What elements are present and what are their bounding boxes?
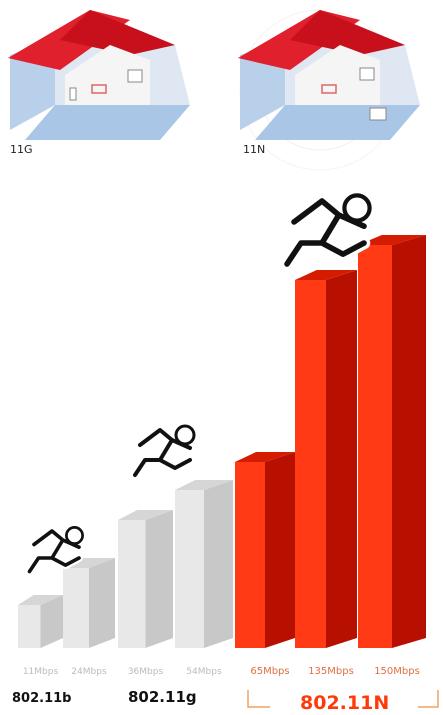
- speed-label: 24Mbps: [71, 667, 107, 677]
- house-11n: [238, 9, 420, 171]
- bar: [358, 235, 426, 648]
- bar: [18, 595, 63, 648]
- scene-label: 11N: [243, 143, 265, 156]
- bar: [118, 510, 173, 648]
- scene-label: 11G: [10, 143, 33, 156]
- bar-side: [265, 452, 295, 648]
- speed-label: 36Mbps: [128, 667, 164, 677]
- runner-head: [342, 193, 372, 223]
- bar: [295, 270, 357, 648]
- bar-side: [204, 480, 233, 648]
- speed-label: 135Mbps: [308, 666, 354, 677]
- speed-label: 54Mbps: [186, 667, 222, 677]
- bar-side: [326, 270, 357, 648]
- bar-top: [358, 235, 426, 245]
- bracket: [247, 690, 439, 708]
- bar-top: [63, 558, 115, 568]
- bar: [63, 558, 115, 648]
- standard-label: 802.11g: [128, 688, 197, 706]
- standard-label: 802.11N: [300, 692, 389, 714]
- bar-front: [235, 462, 265, 648]
- bar-front: [18, 605, 41, 648]
- speed-label: 65Mbps: [250, 666, 289, 677]
- bar-front: [118, 520, 146, 648]
- runner-body: [133, 428, 192, 477]
- bar-front: [63, 568, 89, 648]
- runner-icon: [25, 526, 84, 576]
- bar: [175, 480, 233, 648]
- runner-body: [27, 529, 81, 574]
- bar-top: [175, 480, 233, 490]
- runner-icon: [280, 193, 372, 271]
- speed-label: 150Mbps: [374, 666, 420, 677]
- bar-front: [358, 245, 392, 648]
- bar-front: [295, 280, 326, 648]
- bar-side: [89, 558, 115, 648]
- bar-side: [40, 595, 63, 648]
- speed-label: 11Mbps: [23, 667, 59, 677]
- house-11g: [8, 10, 190, 140]
- standard-label: 802.11b: [12, 691, 71, 706]
- bar-top: [18, 595, 63, 605]
- bar-side: [392, 235, 426, 648]
- bar: [235, 452, 295, 648]
- runner-icon: [130, 424, 196, 480]
- runner-head: [65, 526, 84, 545]
- runner-head: [174, 424, 196, 446]
- bar-front: [175, 490, 204, 648]
- bar-top: [118, 510, 173, 520]
- bar-top: [295, 270, 357, 280]
- bar-side: [145, 510, 173, 648]
- runner-body: [284, 198, 367, 267]
- bar-top: [235, 452, 295, 462]
